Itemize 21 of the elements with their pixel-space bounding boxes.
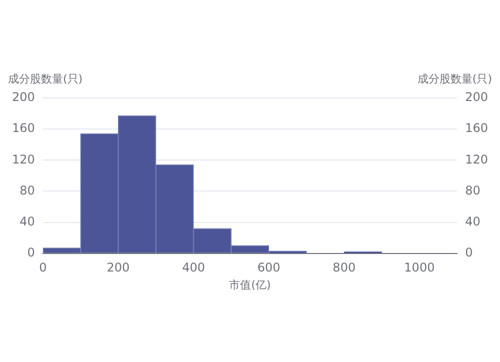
y2-tick-label: 200 [465,90,488,104]
y2-tick-label: 40 [465,214,480,228]
y-tick-label: 40 [20,214,35,228]
y2-tick-label: 0 [465,246,473,260]
x-tick-label: 1000 [404,260,435,275]
y2-tick-label: 160 [465,121,488,136]
y-tick-label: 0 [27,246,35,260]
x-tick-label: 600 [257,260,280,275]
y-tick-label: 200 [12,90,35,104]
y2-axis-title: 成分股数量(只) [417,72,492,86]
y-tick-label: 80 [20,183,35,198]
y-axis-title: 成分股数量(只) [8,72,83,86]
x-tick-label: 800 [332,260,356,275]
x-tick-label: 400 [182,260,205,275]
y-tick-label: 120 [12,152,35,166]
x-tick-label: 0 [39,260,47,275]
y2-tick-label: 80 [465,183,480,198]
y2-tick-label: 120 [465,152,488,166]
x-tick-label: 200 [106,260,130,275]
x-axis-title: 市值(亿) [229,278,271,292]
y-tick-label: 160 [12,121,35,136]
